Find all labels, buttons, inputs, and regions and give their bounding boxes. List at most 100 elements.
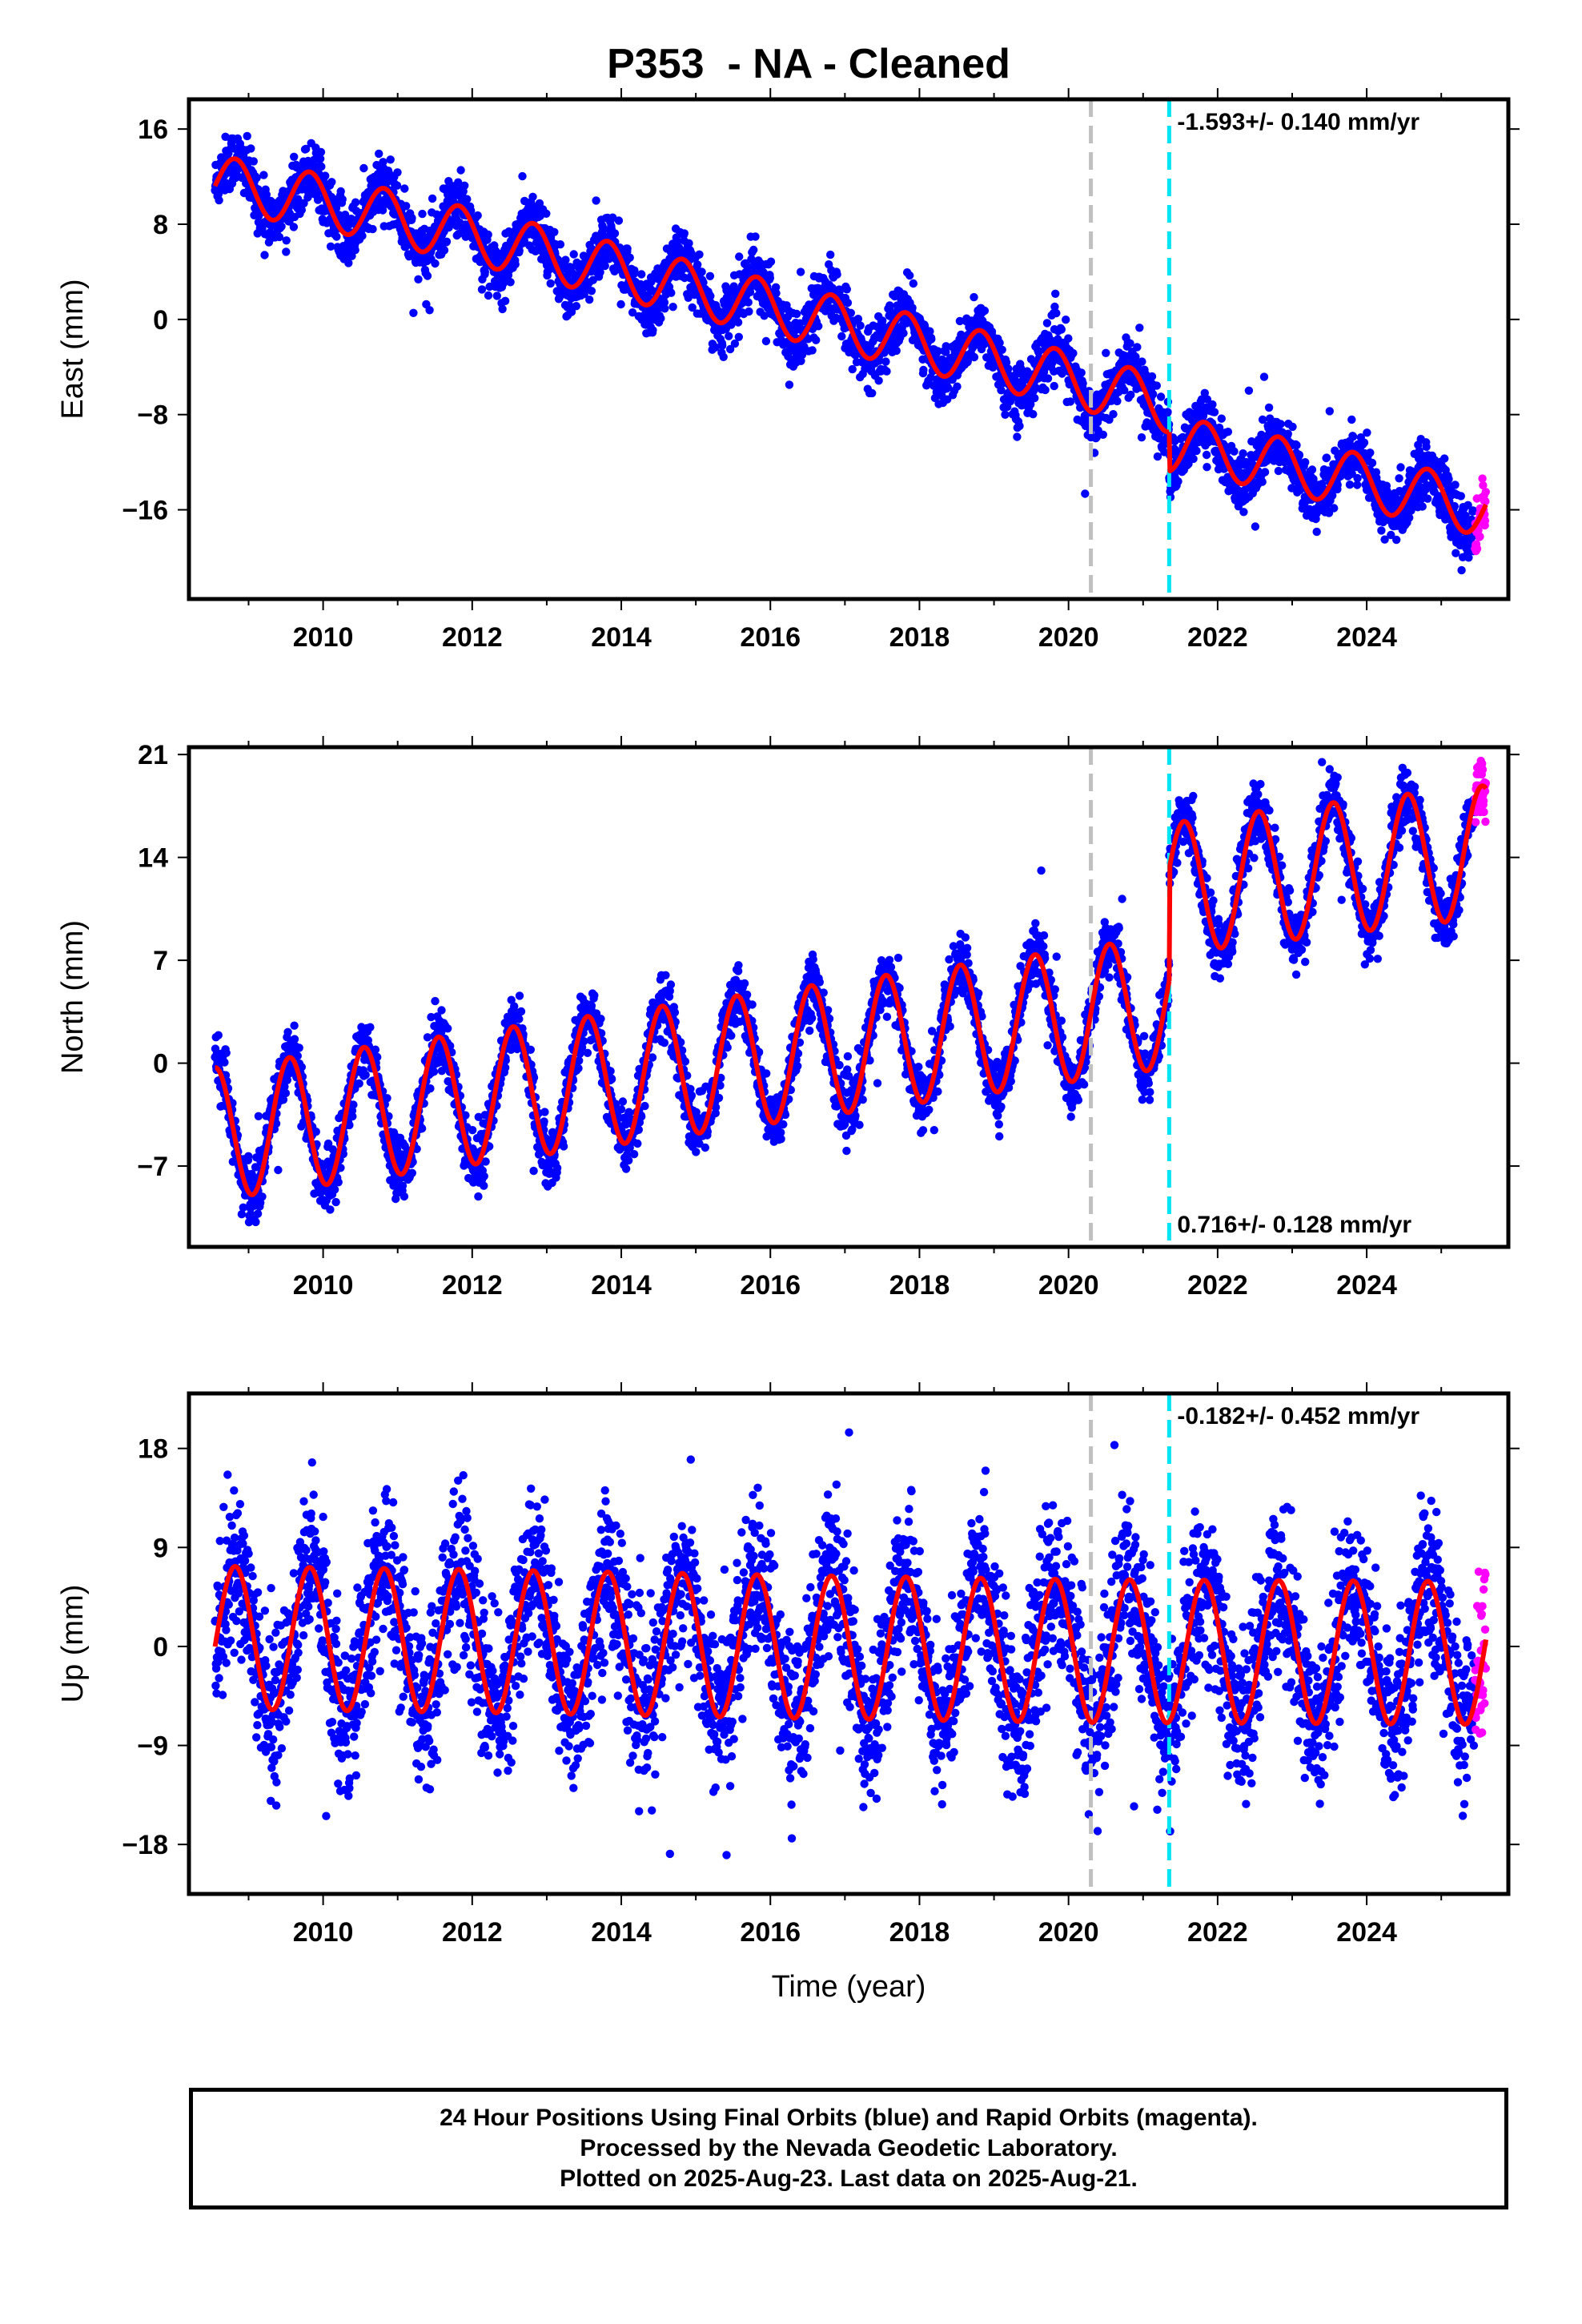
final-orbit-point xyxy=(1392,535,1401,545)
final-orbit-point xyxy=(814,322,823,331)
final-orbit-point xyxy=(614,216,624,225)
final-orbit-point xyxy=(1309,474,1318,484)
final-orbit-point xyxy=(271,1119,281,1128)
final-orbit-point xyxy=(386,155,395,164)
final-orbit-point xyxy=(1461,511,1470,521)
final-orbit-point xyxy=(444,223,453,232)
final-orbit-point xyxy=(693,260,702,269)
final-orbit-point xyxy=(214,1031,223,1039)
final-orbit-point xyxy=(1077,368,1086,377)
final-orbit-point xyxy=(345,1120,354,1130)
final-orbit-point xyxy=(274,1165,283,1175)
final-orbit-point xyxy=(338,195,347,204)
final-orbit-point xyxy=(1147,372,1157,381)
final-orbit-point xyxy=(637,270,646,279)
final-orbit-point xyxy=(1120,386,1129,395)
final-orbit-point xyxy=(1029,410,1038,419)
final-orbit-point xyxy=(528,192,537,201)
final-orbit-point xyxy=(317,162,326,171)
final-orbit-point xyxy=(684,293,693,302)
y-tick-label: −16 xyxy=(122,496,168,526)
final-orbit-point xyxy=(427,1012,436,1022)
final-orbit-point xyxy=(326,1205,335,1214)
final-orbit-point xyxy=(688,303,697,312)
final-orbit-point xyxy=(1230,447,1239,456)
final-orbit-point xyxy=(330,1185,339,1194)
final-orbit-point xyxy=(1013,432,1022,441)
final-orbit-point xyxy=(808,346,817,355)
final-orbit-point xyxy=(1387,530,1395,540)
model-fit-line xyxy=(1166,420,1488,535)
final-orbit-point xyxy=(835,287,844,296)
final-orbit-point xyxy=(1347,415,1356,424)
final-orbit-point xyxy=(371,1045,380,1054)
y-axis-title: East (mm) xyxy=(56,279,90,419)
final-orbit-point xyxy=(456,166,465,175)
final-orbit-point xyxy=(295,1043,303,1052)
final-orbit-point xyxy=(1259,372,1269,381)
final-orbit-point xyxy=(1330,504,1339,513)
final-orbit-point xyxy=(695,250,704,259)
final-orbit-point xyxy=(429,1068,439,1076)
final-orbit-point xyxy=(600,225,608,234)
final-orbit-point xyxy=(1131,352,1140,361)
final-orbit-point xyxy=(1422,442,1431,452)
final-orbit-point xyxy=(772,288,781,298)
final-orbit-point xyxy=(1041,385,1050,395)
final-orbit-point xyxy=(1002,358,1011,367)
final-orbit-point xyxy=(379,158,387,167)
final-orbit-point xyxy=(970,352,979,362)
final-orbit-point xyxy=(592,196,600,205)
final-orbit-point xyxy=(661,304,669,313)
final-orbit-point xyxy=(249,157,258,166)
final-orbit-point xyxy=(848,364,857,374)
final-orbit-point xyxy=(373,1052,382,1062)
final-orbit-point xyxy=(980,306,990,316)
final-orbit-point xyxy=(315,155,325,163)
final-orbit-point xyxy=(1185,408,1194,416)
final-orbit-point xyxy=(1418,502,1427,511)
final-orbit-point xyxy=(963,356,973,365)
final-orbit-point xyxy=(718,341,727,350)
final-orbit-point xyxy=(610,229,620,238)
final-orbit-point xyxy=(1353,473,1362,483)
final-orbit-point xyxy=(408,214,416,223)
final-orbit-point xyxy=(628,308,637,317)
final-orbit-point xyxy=(290,71,298,79)
final-orbit-point xyxy=(1239,508,1248,517)
final-orbit-point xyxy=(328,1145,337,1154)
final-orbit-point xyxy=(252,173,261,183)
final-orbit-point xyxy=(1113,396,1122,406)
final-orbit-point xyxy=(1363,428,1371,437)
final-orbit-point xyxy=(1062,316,1070,324)
y-tick-label: 8 xyxy=(153,210,168,240)
final-orbit-point xyxy=(463,195,472,203)
final-orbit-point xyxy=(796,267,805,276)
final-orbit-point xyxy=(1133,343,1142,352)
x-tick-label: 2022 xyxy=(1187,622,1248,653)
final-orbit-point xyxy=(313,195,323,204)
final-orbit-point xyxy=(1152,381,1162,390)
final-orbit-point xyxy=(368,224,377,234)
rapid-orbit-point xyxy=(1481,488,1491,497)
final-orbit-point xyxy=(375,149,383,159)
final-orbit-point xyxy=(1202,450,1211,460)
final-orbit-point xyxy=(542,209,551,218)
final-orbit-point xyxy=(843,298,853,308)
final-orbit-point xyxy=(336,187,345,196)
final-orbit-point xyxy=(953,382,962,391)
final-orbit-point xyxy=(792,309,801,319)
final-orbit-point xyxy=(520,236,528,245)
final-orbit-point xyxy=(1030,393,1039,403)
final-orbit-point xyxy=(705,271,715,280)
y-tick-label: −8 xyxy=(137,400,168,431)
final-orbit-point xyxy=(409,308,418,317)
final-orbit-point xyxy=(282,236,291,245)
velocity-annotation: -1.593+/- 0.140 mm/yr xyxy=(1177,109,1419,135)
final-orbit-point xyxy=(344,259,353,267)
rapid-orbit-point xyxy=(1476,532,1484,541)
final-orbit-point xyxy=(927,335,936,344)
final-orbit-point xyxy=(656,314,665,323)
x-tick-label: 2024 xyxy=(1336,622,1397,653)
final-orbit-point xyxy=(1081,489,1090,498)
